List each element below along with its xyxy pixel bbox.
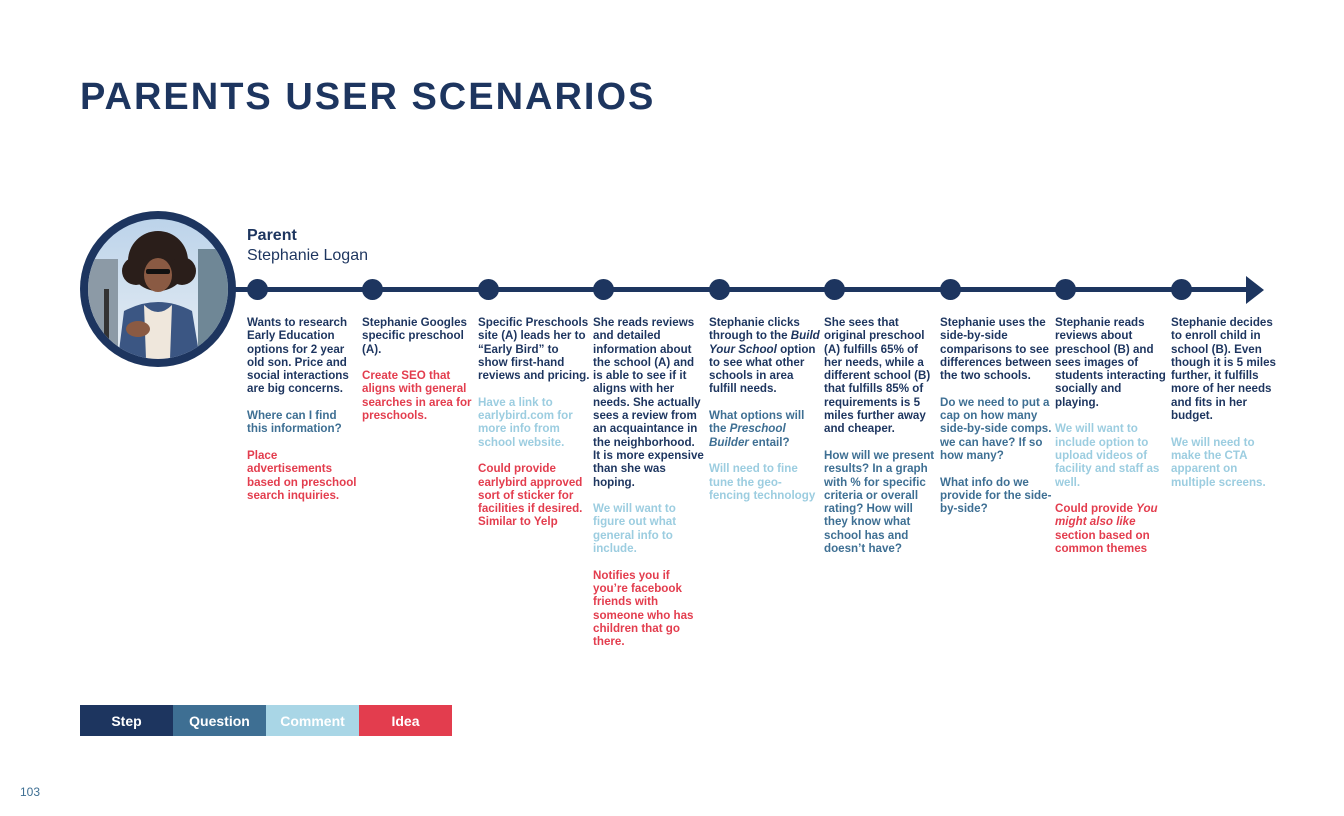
scenario-question-text: Do we need to put a cap on how many side… <box>940 395 1052 462</box>
scenario-comment-text: Will need to fine tune the geo-fencing t… <box>709 462 816 502</box>
timeline-step-dot <box>247 279 268 300</box>
scenario-step-text: Stephanie clicks through to the Build Yo… <box>709 316 821 396</box>
timeline-step-dot <box>824 279 845 300</box>
scenario-step-column: She sees that original preschool (A) ful… <box>824 316 936 555</box>
scenario-step-column: Specific Preschools site (A) leads her t… <box>478 316 590 529</box>
scenario-idea-text: Place advertisements based on preschool … <box>247 448 357 502</box>
timeline-step-dot <box>940 279 961 300</box>
legend: Step Question Comment Idea <box>80 705 452 736</box>
scenario-step-column: Stephanie decides to enroll child in sch… <box>1171 316 1283 489</box>
legend-item-comment: Comment <box>266 705 359 736</box>
scenario-question-text: How will we present results? In a graph … <box>824 448 935 556</box>
timeline-step-dot <box>593 279 614 300</box>
page-title: PARENTS USER SCENARIOS <box>80 76 656 118</box>
scenario-step-column: Stephanie clicks through to the Build Yo… <box>709 316 821 502</box>
legend-item-idea: Idea <box>359 705 452 736</box>
emphasized-text: Build Your School <box>709 329 820 356</box>
scenario-comment-text: Have a link to earlybird.com for more in… <box>478 395 573 449</box>
text-segment: option to see what other schools in area… <box>709 342 816 396</box>
page-number: 103 <box>20 785 41 799</box>
timeline-step-dot <box>478 279 499 300</box>
scenario-step-text: She sees that original preschool (A) ful… <box>824 316 931 436</box>
persona-role: Parent <box>247 227 297 244</box>
scenario-step-column: She reads reviews and detailed informati… <box>593 316 705 648</box>
timeline-step-dot <box>709 279 730 300</box>
scenario-step-text: Specific Preschools site (A) leads her t… <box>478 316 590 383</box>
scenario-idea-text: Could provide You might also like sectio… <box>1055 502 1167 555</box>
timeline-arrow-icon <box>1246 276 1264 304</box>
timeline-line <box>220 287 1250 292</box>
scenario-question-text: Where can I find this information? <box>247 409 342 436</box>
scenario-step-text: Stephanie decides to enroll child in sch… <box>1171 316 1277 423</box>
persona-name: Stephanie Logan <box>247 247 368 264</box>
scenario-question-text: What options will the Preschool Builder … <box>709 409 821 449</box>
text-segment: Could provide <box>1055 502 1137 516</box>
emphasized-text: You might also like <box>1055 502 1158 529</box>
timeline-step-dot <box>362 279 383 300</box>
persona-avatar <box>80 211 236 367</box>
timeline-step-dot <box>1055 279 1076 300</box>
scenario-question-text: What info do we provide for the side-by-… <box>940 475 1052 516</box>
scenario-step-text: Stephanie uses the side-by-side comparis… <box>940 316 1052 383</box>
scenario-idea-text: Notifies you if you’re facebook friends … <box>593 568 694 649</box>
scenario-comment-text: We will need to make the CTA apparent on… <box>1171 435 1266 489</box>
text-segment: What options will the <box>709 409 805 436</box>
text-segment: section based on common themes <box>1055 528 1150 556</box>
scenario-step-column: Wants to research Early Education option… <box>247 316 359 502</box>
legend-item-step: Step <box>80 705 173 736</box>
emphasized-text: Preschool Builder <box>709 422 786 449</box>
text-segment: Stephanie clicks through to the <box>709 316 800 343</box>
scenario-step-column: Stephanie Googles specific preschool (A)… <box>362 316 474 422</box>
scenario-step-text: Stephanie reads reviews about preschool … <box>1055 316 1166 409</box>
legend-item-question: Question <box>173 705 266 736</box>
scenario-idea-text: Create SEO that aligns with general sear… <box>362 369 472 423</box>
persona-photo <box>88 219 228 359</box>
scenario-step-column: Stephanie uses the side-by-side comparis… <box>940 316 1052 515</box>
scenario-step-column: Stephanie reads reviews about preschool … <box>1055 316 1167 555</box>
scenario-step-text: Stephanie Googles specific preschool (A)… <box>362 316 468 356</box>
scenario-comment-text: We will want to figure out what general … <box>593 502 677 556</box>
text-segment: entail? <box>748 435 790 449</box>
scenario-idea-text: Could provide earlybird approved sort of… <box>478 462 583 529</box>
timeline-step-dot <box>1171 279 1192 300</box>
scenario-comment-text: We will want to include option to upload… <box>1055 422 1160 489</box>
scenario-step-text: She reads reviews and detailed informati… <box>593 316 704 489</box>
scenario-step-text: Wants to research Early Education option… <box>247 316 349 396</box>
